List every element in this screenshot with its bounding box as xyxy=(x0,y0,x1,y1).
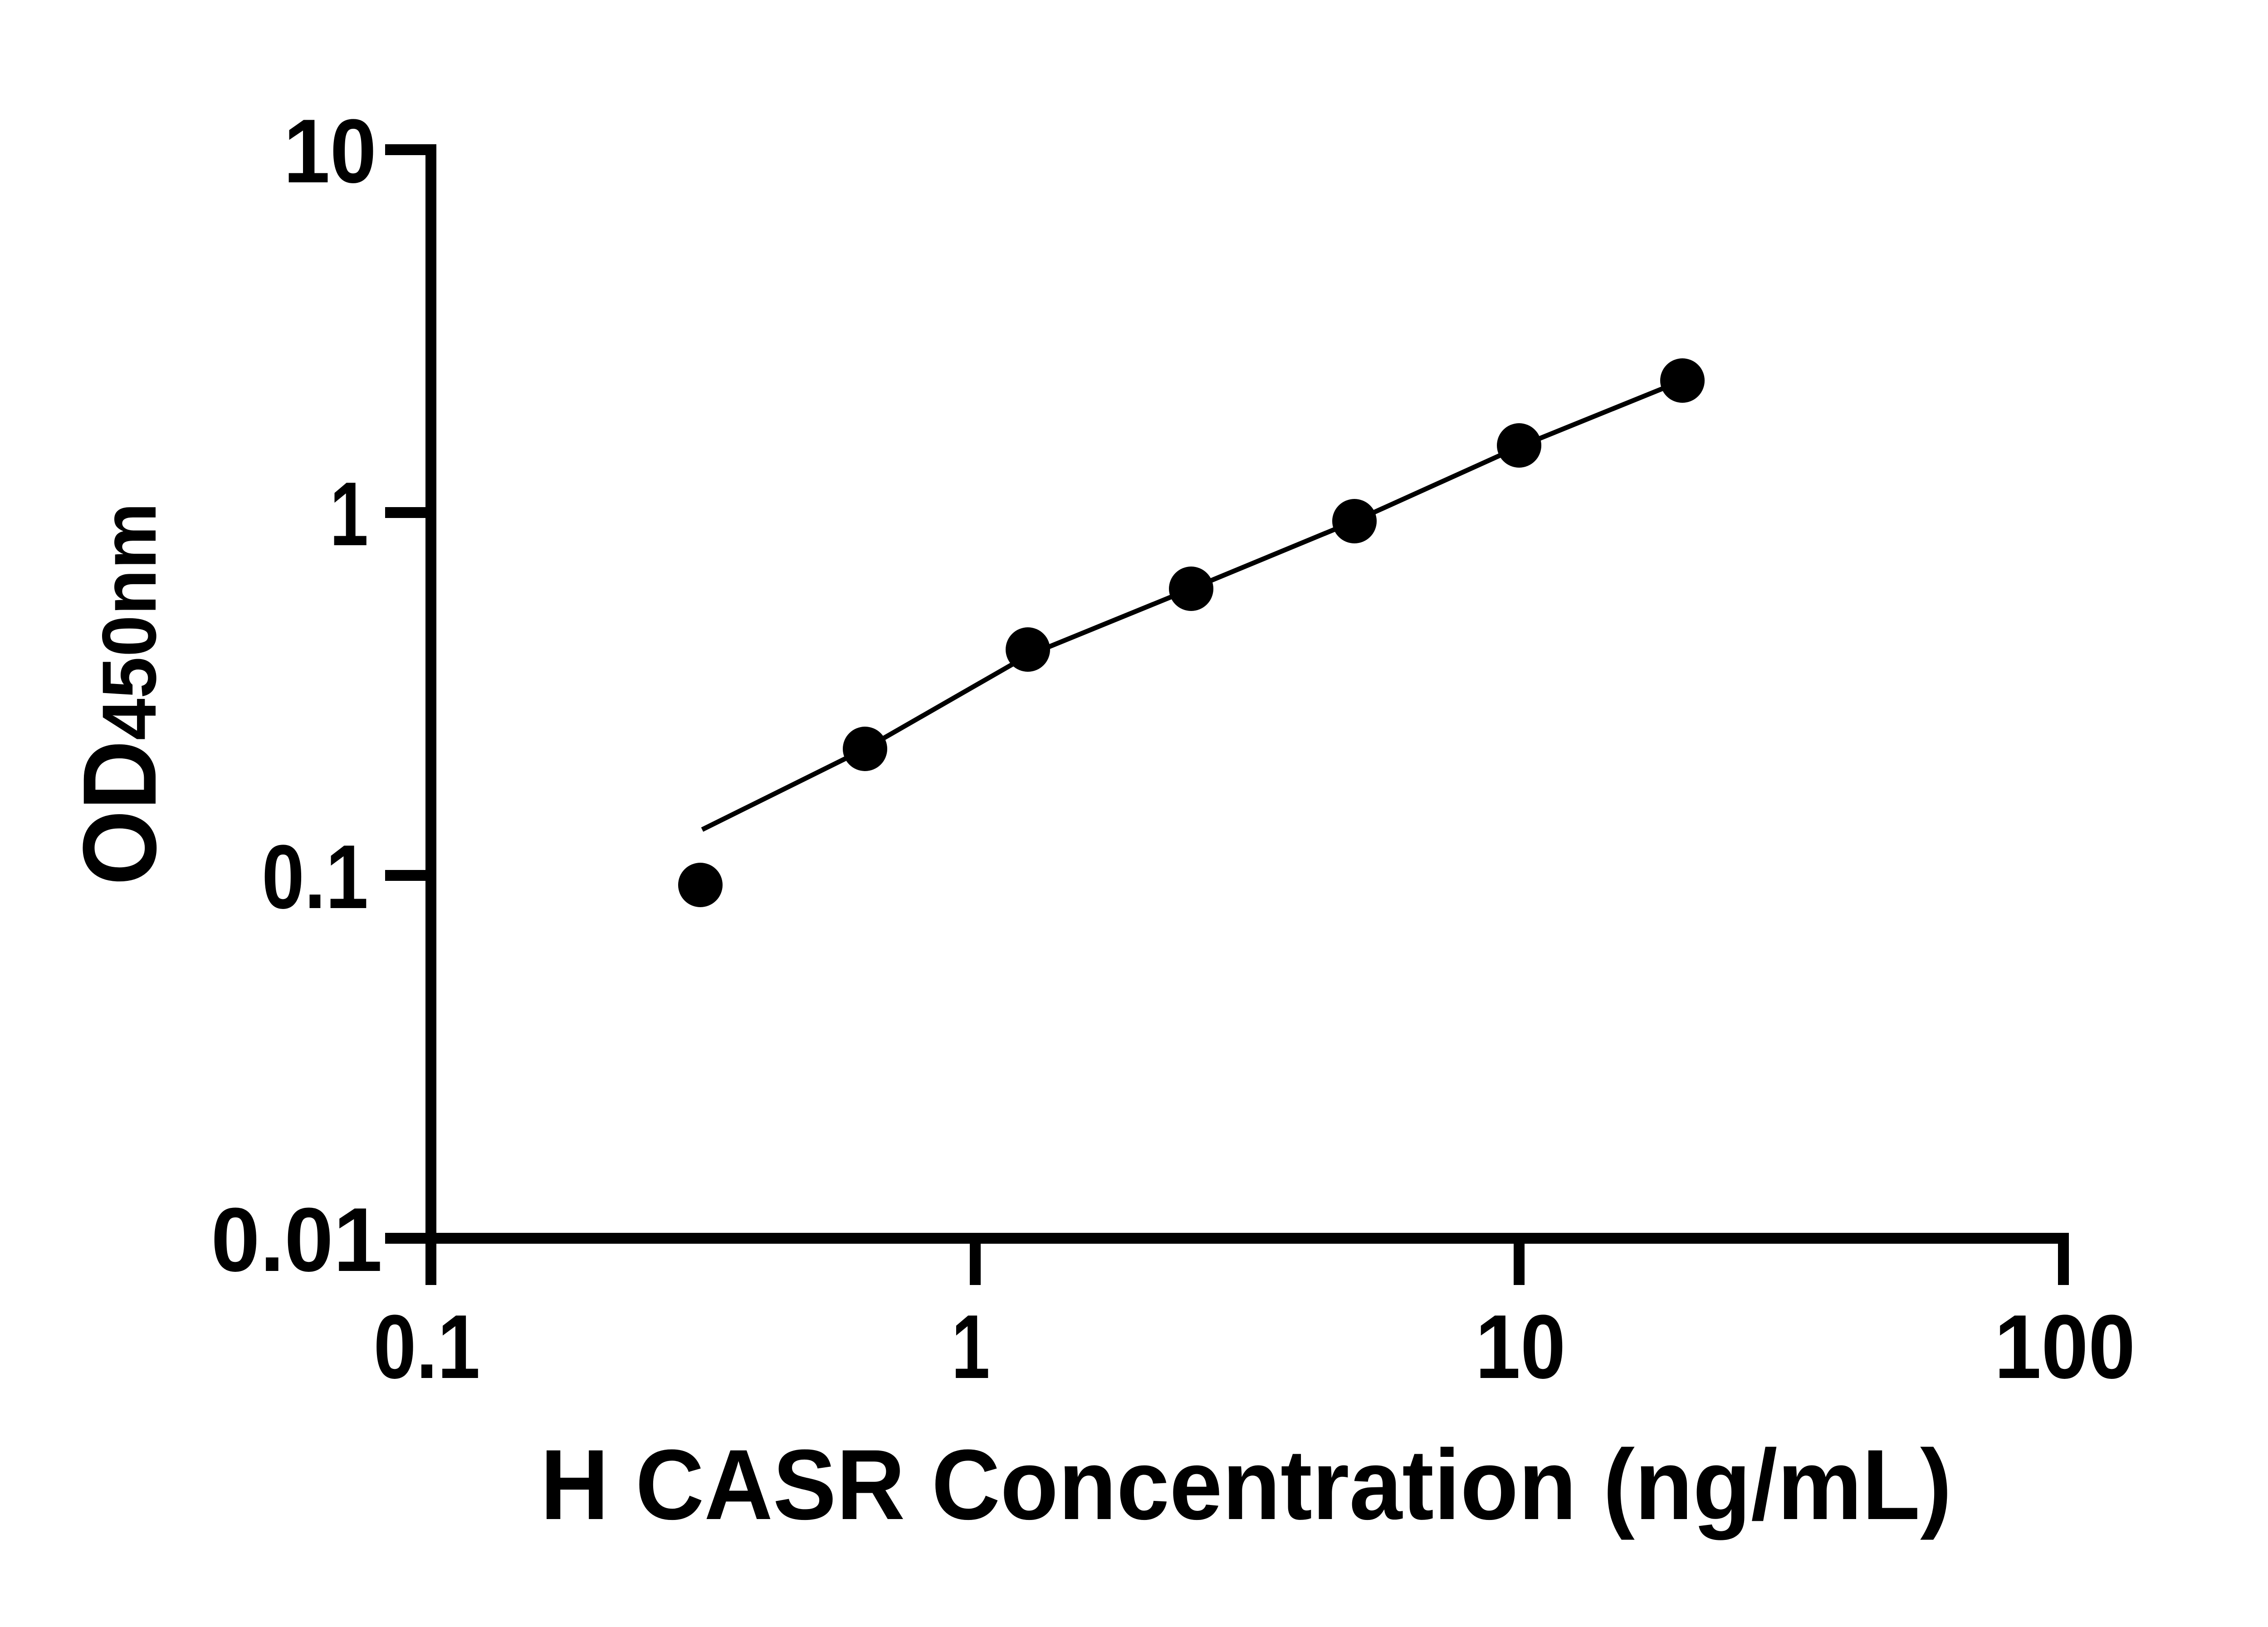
svg-text:1: 1 xyxy=(330,464,368,565)
svg-text:OD450nm: OD450nm xyxy=(61,503,178,885)
svg-text:1: 1 xyxy=(952,1296,990,1397)
svg-text:10: 10 xyxy=(284,101,376,202)
svg-text:100: 100 xyxy=(1994,1296,2136,1397)
svg-text:10: 10 xyxy=(1476,1296,1566,1397)
svg-text:0.01: 0.01 xyxy=(211,1189,382,1290)
svg-text:0.1: 0.1 xyxy=(374,1296,480,1397)
svg-text:0.1: 0.1 xyxy=(262,826,368,928)
svg-text:H CASR Concentration (ng/mL): H CASR Concentration (ng/mL) xyxy=(540,1429,1952,1540)
